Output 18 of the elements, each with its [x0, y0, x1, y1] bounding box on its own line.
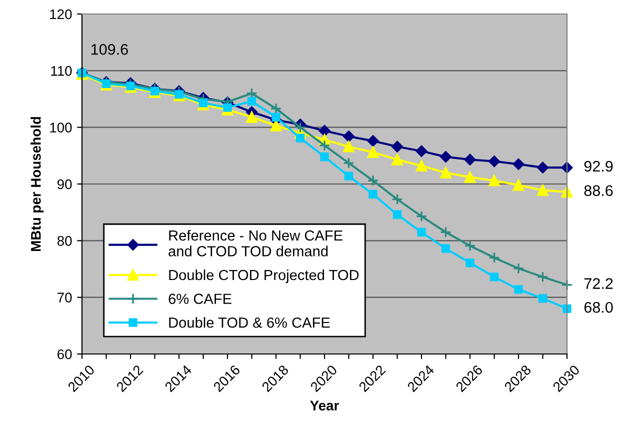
legend-label: Reference - No New CAFE and CTOD TOD demand [168, 230, 342, 256]
y-tick-label: 100 [50, 122, 72, 133]
y-tick-label: 80 [57, 236, 72, 246]
data-label: 88.6 [584, 185, 613, 196]
y-axis-title: MBtu per Household [30, 117, 44, 251]
y-tick-label: 60 [58, 349, 72, 360]
y-tick-label: 70 [58, 292, 72, 303]
y-tick-label: 110 [51, 66, 72, 76]
data-label: 92.9 [584, 160, 613, 172]
y-tick-label: 120 [50, 9, 72, 20]
legend-label: Double CTOD Projected TOD [169, 269, 359, 284]
x-axis-title: Year [310, 400, 339, 410]
data-label: 109.6 [92, 44, 128, 55]
data-label: 68.0 [584, 302, 613, 313]
legend-label: 6% CAFE [168, 294, 232, 304]
legend-label: Double TOD & 6% CAFE [169, 317, 330, 328]
data-label: 72.2 [584, 278, 613, 289]
y-tick-label: 90 [57, 179, 72, 190]
